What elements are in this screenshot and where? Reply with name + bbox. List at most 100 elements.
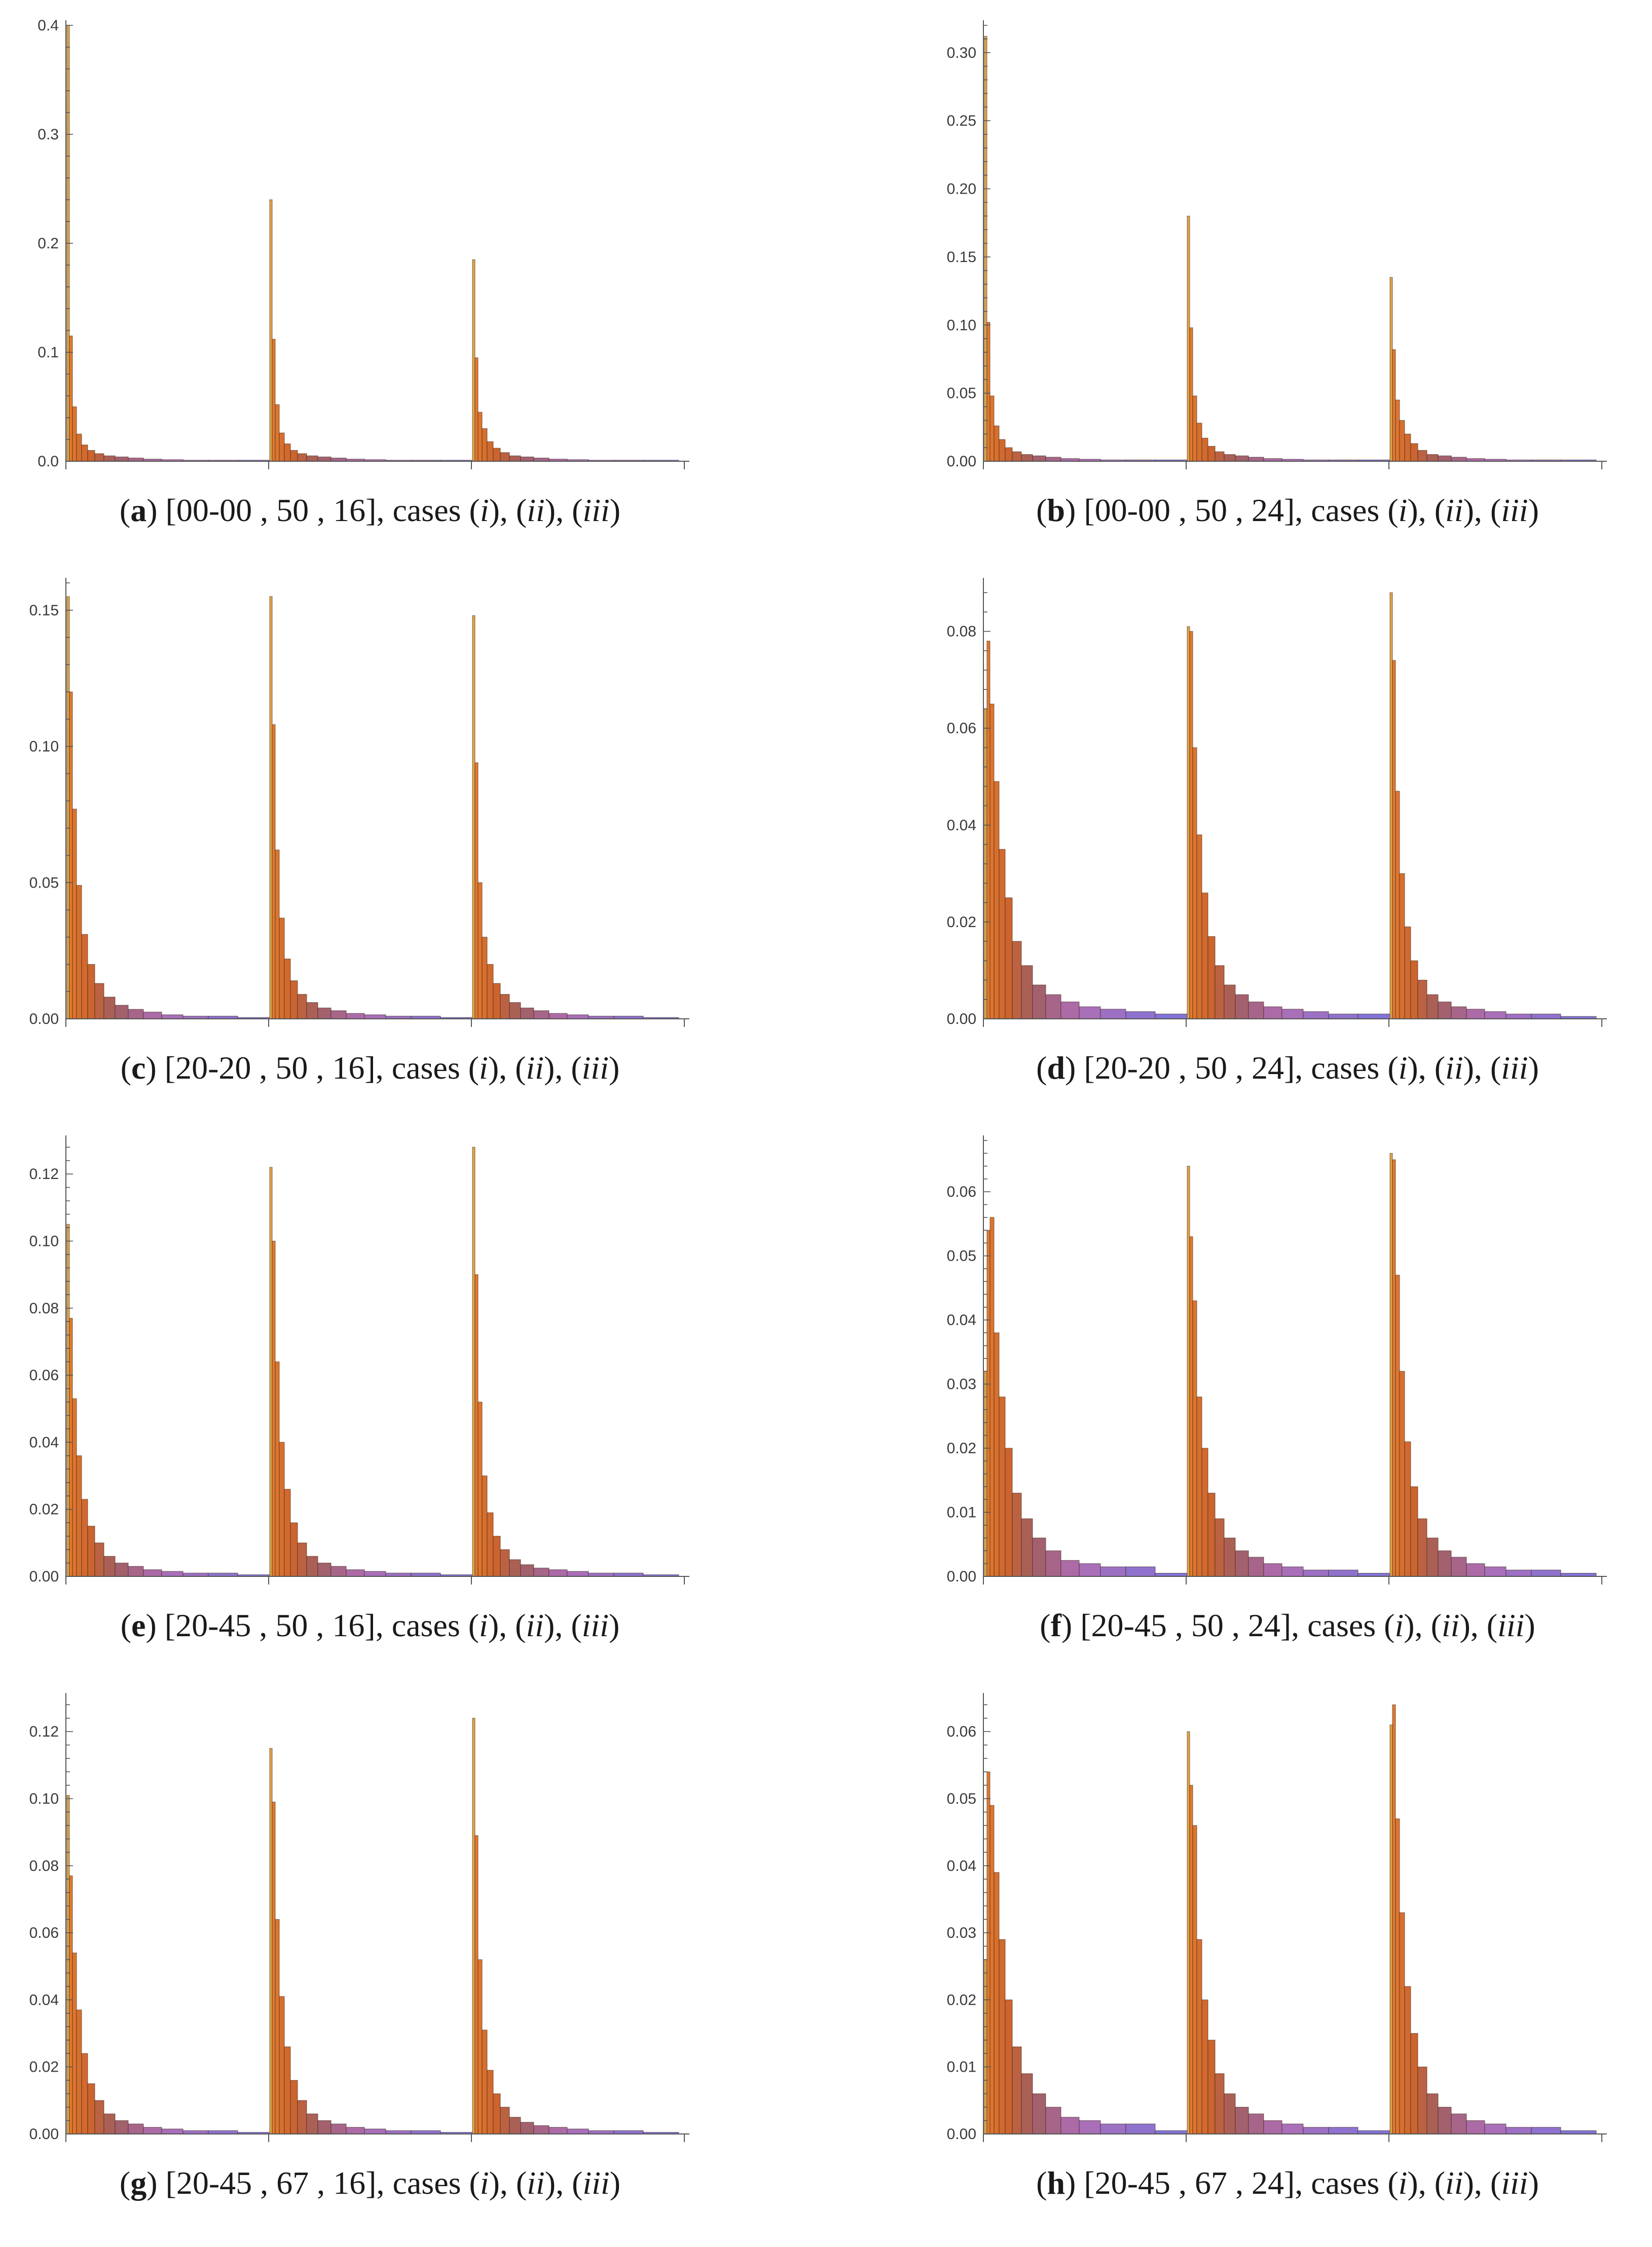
panel-d: 0.00 0.02 0.04 0.06 0.08 (d) [20-20 , 50 , 24… — [933, 568, 1642, 1086]
y-tick-label-h-2: 0.02 — [947, 1992, 976, 2008]
y-tick-label-h-3: 0.03 — [947, 1925, 976, 1941]
bar-g-g2-1 — [269, 1748, 273, 2134]
y-tick-label-h-0: 0.00 — [947, 2126, 976, 2143]
bar-d-g1-3 — [989, 704, 995, 1019]
bar-g-g2-4 — [279, 1996, 285, 2134]
y-tick-label-a-1: 0.1 — [38, 344, 59, 361]
bar-e-g3-9 — [520, 1564, 534, 1577]
bar-c-g1-7 — [94, 983, 104, 1019]
caption-paren: ( — [1434, 492, 1446, 528]
caption-paren: ) — [1528, 2165, 1539, 2201]
panel-c: 0.00 0.05 0.10 0.15 (c) [20-20 , 50 , 16], c… — [15, 568, 725, 1086]
bar-a-g3-6 — [493, 448, 501, 462]
bar-h-g2-10 — [1248, 2113, 1264, 2134]
bar-f-g2-13 — [1303, 1569, 1329, 1577]
bar-b-g3-7 — [1417, 450, 1427, 462]
bar-e-g1-6 — [87, 1526, 95, 1577]
bar-d-g1-8 — [1021, 965, 1033, 1019]
caption-case-3: iii — [582, 2165, 610, 2201]
bar-e-g1-7 — [94, 1542, 104, 1577]
chart-g: 0.00 0.02 0.04 0.06 0.08 0.10 0.12 — [29, 1693, 689, 2143]
bar-h-g3-2 — [1392, 1704, 1396, 2134]
y-tick-label-g-5: 0.10 — [29, 1790, 59, 1807]
bar-b-g2-9 — [1235, 455, 1249, 462]
bar-d-g2-7 — [1215, 965, 1225, 1019]
caption-paren: ( — [1490, 1050, 1501, 1086]
caption-paren: ( — [120, 1050, 132, 1086]
bar-a-g2-5 — [284, 443, 291, 462]
bar-a-g3-3 — [478, 412, 483, 462]
caption-paren: ) — [1065, 2165, 1084, 2201]
caption-case-3: iii — [582, 492, 610, 528]
caption-paren: ( — [120, 1607, 132, 1643]
bar-e-g1-10 — [128, 1566, 144, 1577]
caption-paren: ) — [1061, 1607, 1081, 1643]
caption-paren: ) — [1065, 1050, 1084, 1086]
bar-f-g1-3 — [989, 1217, 995, 1577]
bar-e-g1-8 — [103, 1556, 116, 1577]
y-tick-label-b-4: 0.20 — [947, 181, 976, 198]
y-tick-label-f-0: 0.00 — [947, 1568, 976, 1585]
bar-g-g2-5 — [284, 2046, 291, 2134]
bar-d-g3-14 — [1531, 1013, 1561, 1019]
caption-d: (d) [20-20 , 50 , 24], cases (i), (ii), … — [933, 1049, 1642, 1087]
bar-c-g3-8 — [509, 1002, 521, 1019]
bar-g-g3-11 — [548, 2127, 568, 2134]
bar-c-g3-11 — [548, 1013, 568, 1019]
bar-a-g2-6 — [290, 450, 298, 462]
bar-e-g3-11 — [548, 1569, 568, 1577]
caption-case-2: ii — [526, 1050, 544, 1086]
bar-d-g3-1 — [1389, 592, 1393, 1019]
y-tick-label-f-5: 0.05 — [947, 1248, 976, 1265]
y-tick-label-d-0: 0.00 — [947, 1011, 976, 1027]
bar-c-g2-12 — [364, 1014, 386, 1019]
bar-b-g2-10 — [1248, 457, 1264, 462]
bar-c-g1-11 — [143, 1011, 162, 1019]
bar-h-g3-13 — [1506, 2127, 1532, 2134]
caption-paren: ( — [515, 1050, 526, 1086]
caption-case-3: iii — [581, 1050, 609, 1086]
caption-paren: ), — [489, 492, 516, 528]
caption-paren: ( — [1490, 2165, 1501, 2201]
bar-f-g1-13 — [1100, 1566, 1126, 1577]
bar-c-g1-9 — [115, 1005, 129, 1019]
bar-b-g1-4 — [994, 425, 1000, 462]
bar-d-g1-14 — [1125, 1011, 1156, 1019]
caption-paren: ) — [146, 492, 166, 528]
bar-h-g3-11 — [1466, 2120, 1485, 2134]
chart-h: 0.00 0.01 0.02 0.03 0.04 0.05 0.06 — [947, 1693, 1607, 2143]
bar-d-g1-7 — [1012, 941, 1022, 1019]
bar-b-g3-1 — [1389, 277, 1393, 462]
bar-a-g1-8 — [103, 455, 116, 462]
bar-g-g3-5 — [487, 2070, 494, 2134]
bar-a-g3-9 — [520, 456, 534, 462]
y-tick-label-f-1: 0.01 — [947, 1504, 976, 1521]
bar-f-g1-7 — [1012, 1492, 1022, 1577]
chart-d: 0.00 0.02 0.04 0.06 0.08 — [947, 578, 1607, 1027]
y-tick-label-e-4: 0.08 — [29, 1300, 59, 1317]
bar-b-g1-5 — [999, 439, 1006, 462]
caption-paren: ), — [544, 2165, 572, 2201]
caption-paren: ( — [515, 1607, 526, 1643]
chart-f: 0.00 0.01 0.02 0.03 0.04 0.05 0.06 — [947, 1135, 1607, 1585]
caption-case-3: iii — [1497, 1607, 1525, 1643]
bar-h-g1-4 — [994, 1872, 1000, 2134]
caption-paren: ( — [572, 2165, 583, 2201]
bar-d-g1-5 — [999, 849, 1006, 1019]
bar-c-g2-11 — [346, 1013, 365, 1019]
y-tick-label-c-2: 0.10 — [29, 739, 59, 755]
bar-a-g3-8 — [509, 455, 521, 462]
bar-c-g2-8 — [306, 1002, 318, 1019]
bar-e-g1-4 — [76, 1455, 82, 1577]
bar-e-g3-10 — [533, 1567, 549, 1577]
bar-d-g2-14 — [1328, 1013, 1359, 1019]
bar-d-g1-13 — [1100, 1009, 1126, 1019]
bar-b-g1-3 — [989, 395, 995, 462]
panel-f: 0.00 0.01 0.02 0.03 0.04 0.05 0.06 (f) [20-45 ,… — [933, 1125, 1642, 1643]
bar-a-g2-3 — [275, 404, 280, 462]
bar-b-g2-2 — [1189, 327, 1193, 462]
bar-a-g3-5 — [487, 441, 494, 462]
bar-f-g1-11 — [1060, 1560, 1080, 1577]
bar-g-g3-7 — [500, 2107, 510, 2134]
caption-paren: ) — [608, 1050, 620, 1086]
